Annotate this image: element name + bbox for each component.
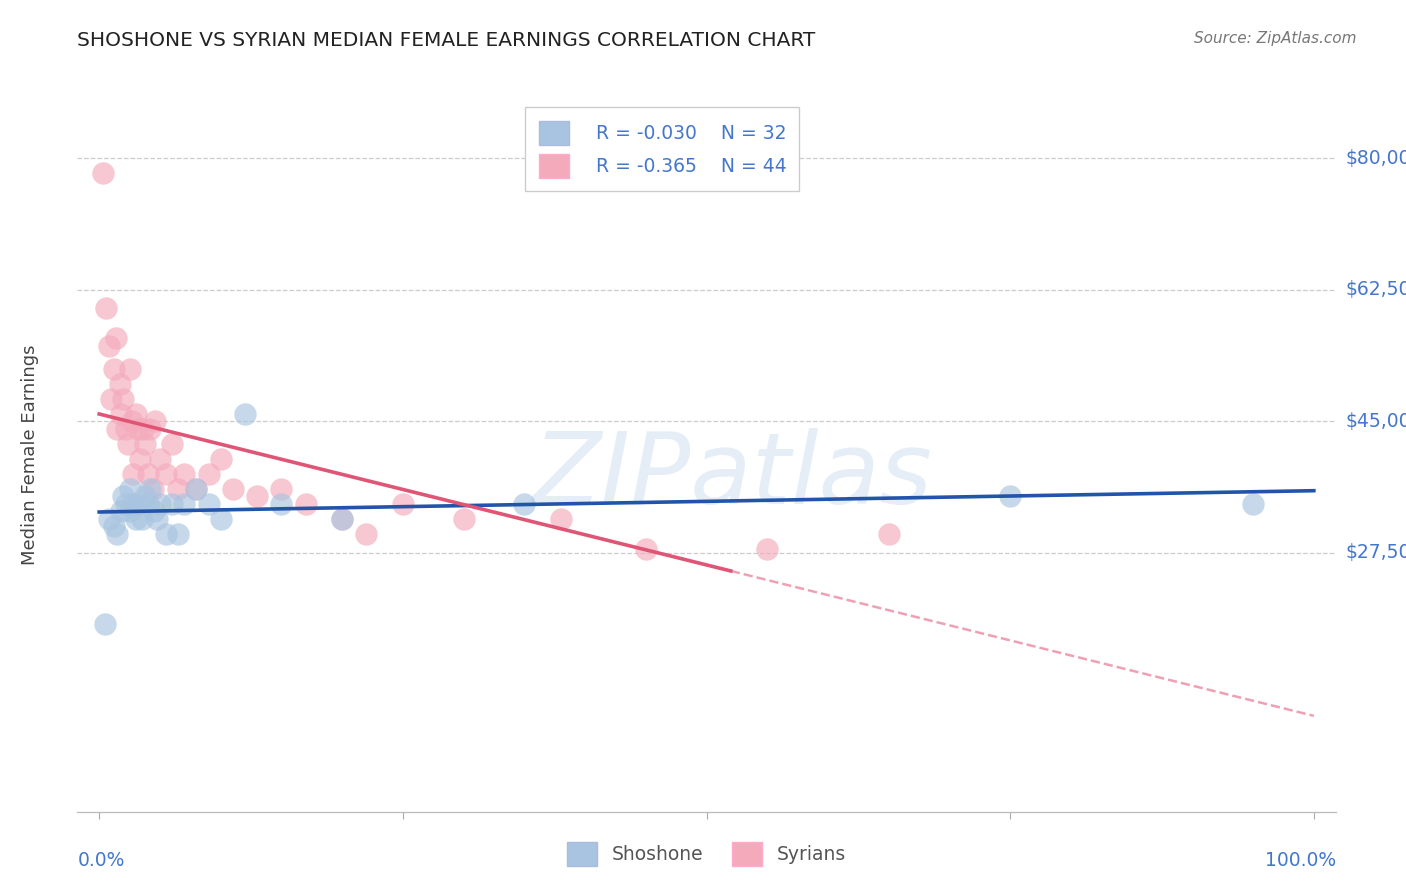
Point	[356, 526, 378, 541]
Point	[392, 497, 415, 511]
Point	[155, 467, 177, 481]
Point	[222, 482, 245, 496]
Point	[209, 451, 232, 466]
Point	[270, 497, 292, 511]
Point	[118, 482, 141, 496]
Point	[173, 467, 195, 481]
Point	[115, 422, 138, 436]
Point	[246, 489, 269, 503]
Point	[160, 497, 183, 511]
Point	[131, 512, 153, 526]
Point	[160, 436, 183, 450]
Point	[197, 497, 219, 511]
Point	[330, 512, 353, 526]
Point	[122, 467, 145, 481]
Text: 0.0%: 0.0%	[77, 851, 125, 870]
Text: $45,000: $45,000	[1346, 411, 1406, 431]
Point	[330, 512, 353, 526]
Text: SHOSHONE VS SYRIAN MEDIAN FEMALE EARNINGS CORRELATION CHART: SHOSHONE VS SYRIAN MEDIAN FEMALE EARNING…	[77, 31, 815, 50]
Text: $27,500: $27,500	[1346, 543, 1406, 562]
Point	[132, 422, 155, 436]
Point	[134, 489, 156, 503]
Point	[107, 422, 129, 436]
Point	[149, 451, 172, 466]
Point	[233, 407, 256, 421]
Point	[121, 414, 143, 428]
Point	[97, 339, 120, 353]
Point	[139, 482, 162, 496]
Point	[115, 497, 138, 511]
Point	[110, 407, 132, 421]
Point	[136, 497, 159, 511]
Point	[155, 526, 177, 541]
Point	[100, 392, 122, 406]
Point	[209, 512, 232, 526]
Point	[134, 436, 156, 450]
Text: Source: ZipAtlas.com: Source: ZipAtlas.com	[1194, 31, 1357, 46]
Point	[108, 376, 131, 391]
Point	[167, 482, 190, 496]
Point	[127, 422, 149, 436]
Point	[149, 497, 172, 511]
Point	[998, 489, 1021, 503]
Point	[877, 526, 900, 541]
Point	[756, 541, 779, 556]
Point	[110, 504, 132, 518]
Point	[94, 616, 117, 631]
Point	[96, 301, 118, 316]
Point	[186, 482, 208, 496]
Point	[124, 512, 146, 526]
Point	[112, 489, 135, 503]
Point	[1241, 497, 1264, 511]
Point	[197, 467, 219, 481]
Point	[105, 331, 128, 345]
Point	[167, 526, 190, 541]
Point	[112, 392, 135, 406]
Point	[294, 497, 316, 511]
Point	[97, 512, 120, 526]
Point	[129, 451, 152, 466]
Point	[513, 497, 536, 511]
Point	[142, 482, 165, 496]
Point	[634, 541, 657, 556]
Point	[118, 361, 141, 376]
Point	[122, 497, 145, 511]
Point	[186, 482, 208, 496]
Point	[136, 467, 159, 481]
Point	[142, 504, 165, 518]
Text: ZIPatlas: ZIPatlas	[531, 428, 932, 524]
Point	[91, 166, 114, 180]
Point	[107, 526, 129, 541]
Point	[103, 361, 125, 376]
Point	[173, 497, 195, 511]
Text: Median Female Earnings: Median Female Earnings	[21, 344, 38, 566]
Point	[103, 519, 125, 533]
Point	[550, 512, 572, 526]
Point	[127, 497, 149, 511]
Point	[146, 512, 169, 526]
Text: $62,500: $62,500	[1346, 280, 1406, 299]
Legend: Shoshone, Syrians: Shoshone, Syrians	[560, 835, 853, 873]
Point	[270, 482, 292, 496]
Point	[143, 414, 166, 428]
Text: 100.0%: 100.0%	[1264, 851, 1336, 870]
Point	[453, 512, 475, 526]
Point	[118, 504, 141, 518]
Point	[124, 407, 146, 421]
Point	[117, 436, 139, 450]
Text: $80,000: $80,000	[1346, 149, 1406, 168]
Point	[139, 422, 162, 436]
